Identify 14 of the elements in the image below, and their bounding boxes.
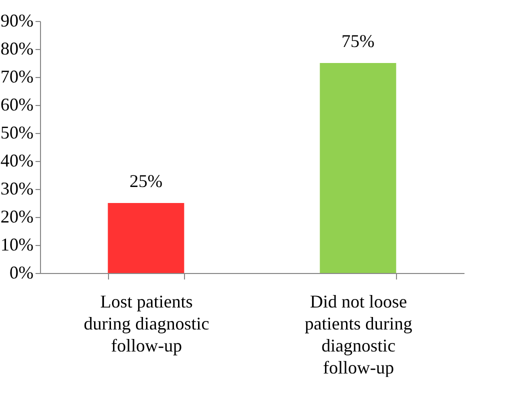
y-tick-label: 30% [0, 178, 34, 198]
data-label: 25% [130, 171, 162, 191]
x-tick-label: Lost patients during diagnostic follow-up [84, 292, 210, 356]
y-tick-label: 70% [0, 66, 34, 86]
y-tick-label: 0% [10, 262, 34, 282]
y-tick-label: 10% [0, 234, 34, 254]
y-tick-label: 20% [0, 206, 34, 226]
y-tick-label: 60% [0, 94, 34, 114]
y-tick-label: 80% [0, 38, 34, 58]
y-tick-label: 40% [0, 150, 34, 170]
y-tick-label: 90% [0, 10, 34, 30]
data-label: 75% [342, 31, 374, 51]
x-tick-label: Did not loose patients during diagnostic follow-up [304, 292, 412, 378]
y-tick-label: 50% [0, 122, 34, 142]
